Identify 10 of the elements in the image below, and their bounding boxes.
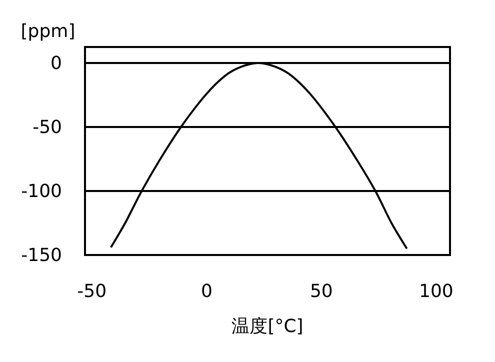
x-tick-label: 50 <box>310 281 333 302</box>
x-tick-label: -50 <box>77 281 107 302</box>
y-tick-label: -50 <box>32 117 62 138</box>
y-axis-title: [ppm] <box>20 21 76 42</box>
y-tick-label: -150 <box>21 245 62 266</box>
x-tick-label: 0 <box>200 281 212 302</box>
x-axis-title: 温度[°C] <box>232 316 304 337</box>
y-tick-label: 0 <box>50 53 62 74</box>
y-tick-label: -100 <box>21 181 62 202</box>
x-tick-label: 100 <box>419 281 454 302</box>
